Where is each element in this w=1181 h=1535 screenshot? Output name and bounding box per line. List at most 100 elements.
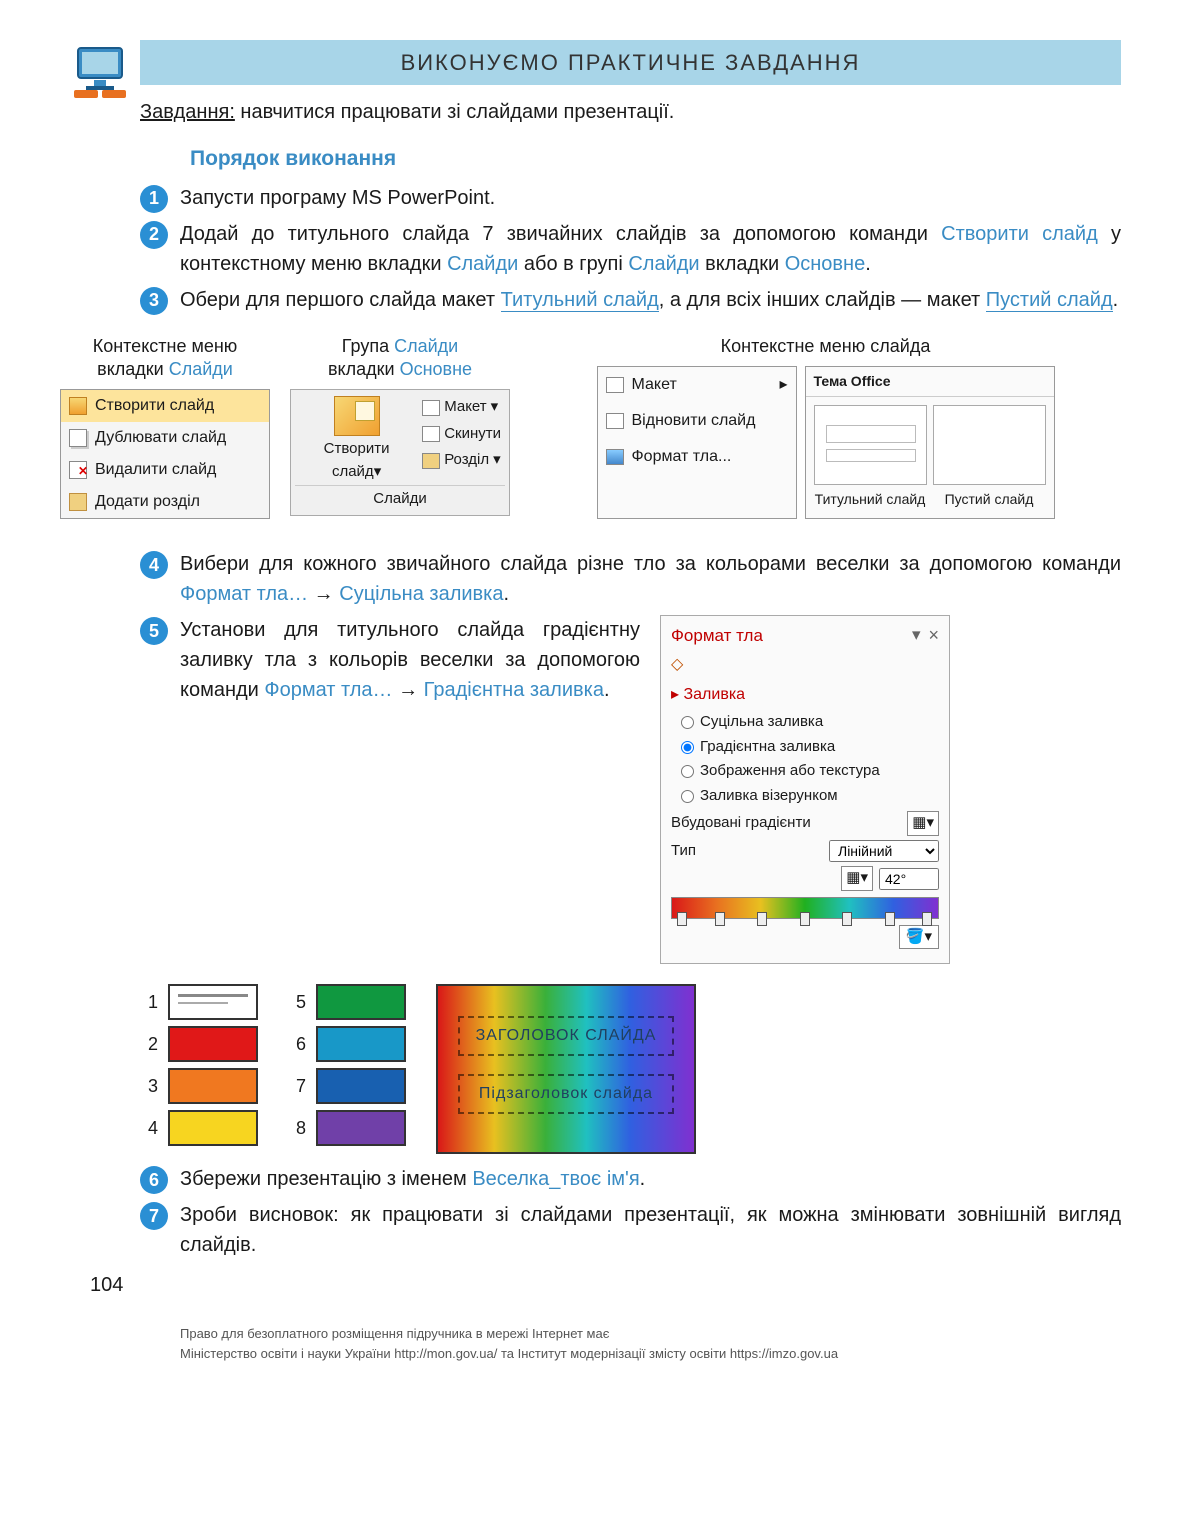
stop-color-button[interactable]: 🪣▾ (899, 925, 939, 950)
footer-line-2: Міністерство освіти і науки України http… (180, 1344, 1121, 1364)
type-select[interactable]: Лінійний (829, 840, 939, 862)
direction-icon[interactable]: ▦▾ (841, 866, 873, 891)
swatch-5 (316, 984, 406, 1020)
c2b: вкладки (328, 359, 400, 379)
caption-2: Група Слайди вкладки Основне (328, 335, 472, 382)
color-list-left: 1 2 3 4 (140, 984, 258, 1152)
ribbon-new-slide-button[interactable]: Створити слайд▾ (295, 394, 418, 485)
footer-line-1: Право для безоплатного розміщення підруч… (180, 1324, 1121, 1344)
new-slide-big-icon (334, 396, 380, 436)
duplicate-icon (69, 429, 87, 447)
grad-stop-6[interactable] (885, 912, 895, 926)
step-1: 1 Запусти програму MS PowerPoint. (140, 183, 1121, 213)
cm-del-label: Видалити слайд (95, 458, 216, 482)
ribbon-layout-button[interactable]: Макет ▾ (418, 394, 505, 421)
new-slide-icon (69, 397, 87, 415)
ribbon-reset-button[interactable]: Скинути (418, 421, 505, 448)
cm2-layout[interactable]: Макет ▸ (598, 367, 796, 403)
step-7: 7 Зроби висновок: як працювати зі слайда… (140, 1200, 1121, 1260)
ui-col-3: Контекстне меню слайда Макет ▸ Відновити… (530, 335, 1121, 519)
s6b: . (640, 1168, 646, 1190)
grad-stop-3[interactable] (757, 912, 767, 926)
n3: 3 (140, 1073, 158, 1100)
color-swatches-row: 1 2 3 4 5 6 7 8 ЗАГОЛОВОК СЛАЙДА Підзаго… (140, 984, 1121, 1154)
cm-duplicate-slide[interactable]: Дублювати слайд (61, 422, 269, 454)
grad-stop-5[interactable] (842, 912, 852, 926)
cm2-layout-label: Макет (632, 373, 677, 397)
s5c: . (604, 679, 610, 701)
angle-input[interactable] (879, 868, 939, 890)
swatch-row-1: 1 (140, 984, 258, 1020)
gradient-stops-bar[interactable] (671, 897, 939, 919)
dd1: ▾ (491, 396, 499, 419)
n7: 7 (288, 1073, 306, 1100)
s3c: . (1113, 289, 1119, 311)
gradient-type-row: Тип Лінійний (671, 840, 939, 863)
step-2: 2 Додай до титульного слайда 7 звичайних… (140, 219, 1121, 279)
close-icon[interactable]: × (928, 622, 939, 649)
section-icon2 (422, 453, 440, 469)
ribbon-section-button[interactable]: Розділ ▾ (418, 447, 505, 474)
caption-3: Контекстне меню слайда (721, 335, 931, 358)
grad-stop-7[interactable] (922, 912, 932, 926)
bullet-6: 6 (140, 1166, 168, 1194)
cm2-restore-label: Відновити слайд (632, 409, 756, 433)
link-format-bg-2: Формат тла… (264, 679, 392, 701)
thumb-title-label: Титульний слайд (814, 489, 927, 510)
thumb-title-slide[interactable]: Титульний слайд (814, 405, 927, 510)
layout-icon2 (606, 377, 624, 393)
format-bg-icon (606, 449, 624, 465)
bullet-3: 3 (140, 287, 168, 315)
n5: 5 (288, 989, 306, 1016)
fp-header: Формат тла ▾× (671, 622, 939, 649)
cm-add-section[interactable]: Додати розділ (61, 486, 269, 518)
preset-gradient-row: Вбудовані градієнти ▦▾ (671, 811, 939, 836)
s2a: Додай до титульного слайда 7 звичайних с… (180, 223, 941, 245)
cm2-restore[interactable]: Відновити слайд (598, 403, 796, 439)
pin-icon[interactable]: ▾ (912, 622, 921, 649)
step-5-text: Установи для титульного слайда градієнтн… (180, 615, 640, 705)
cm2-format-bg[interactable]: Формат тла... (598, 439, 796, 475)
preset-dropdown[interactable]: ▦▾ (907, 811, 939, 836)
caption-1: Контекстне меню вкладки Слайди (93, 335, 238, 382)
swatch-row-3: 3 (140, 1068, 258, 1104)
ribbon-slides-group: Створити слайд▾ Макет ▾ Скинути Розділ ▾… (290, 389, 510, 516)
link-solid-fill: Суцільна заливка (339, 583, 503, 605)
link-blank-slide: Пустий слайд (986, 289, 1113, 312)
c2l2: Основне (400, 359, 472, 379)
ribbon-group-label: Слайди (295, 485, 505, 511)
bullet-1: 1 (140, 185, 168, 213)
radio-solid-fill[interactable]: Суцільна заливка (681, 711, 939, 734)
swatch-row-2: 2 (140, 1026, 258, 1062)
fp-section-fill: ▸ Заливка (671, 683, 939, 707)
c1a: Контекстне меню (93, 336, 238, 356)
grad-stop-1[interactable] (677, 912, 687, 926)
cm-delete-slide[interactable]: ✕ Видалити слайд (61, 454, 269, 486)
swatch-7 (316, 1068, 406, 1104)
task-line: Завдання: навчитися працювати зі слайдам… (140, 97, 1121, 127)
slide-title-placeholder: ЗАГОЛОВОК СЛАЙДА (458, 1016, 674, 1056)
radio-gradient-fill[interactable]: Градієнтна заливка (681, 736, 939, 759)
step-6-text: Збережи презентацію з іменем Веселка_тво… (180, 1164, 1121, 1194)
s5arrow: → (393, 679, 424, 701)
color-list-right: 5 6 7 8 (288, 984, 406, 1152)
grad-stop-4[interactable] (800, 912, 810, 926)
step-7-text: Зроби висновок: як працювати зі слайдами… (180, 1200, 1121, 1260)
layout-icon (422, 400, 440, 416)
computer-icon (70, 40, 130, 100)
step-4-text: Вибери для кожного звичайного слайда різ… (180, 549, 1121, 609)
swatch-4 (168, 1110, 258, 1146)
cm-create-slide[interactable]: Створити слайд (61, 390, 269, 422)
opt-gradient: Градієнтна заливка (700, 736, 835, 759)
context-menu-tabs: Створити слайд Дублювати слайд ✕ Видалит… (60, 389, 270, 519)
cm-dup-label: Дублювати слайд (95, 426, 226, 450)
grad-stop-2[interactable] (715, 912, 725, 926)
opt-picture: Зображення або текстура (700, 760, 880, 783)
radio-picture-fill[interactable]: Зображення або текстура (681, 760, 939, 783)
radio-pattern-fill[interactable]: Заливка візерунком (681, 785, 939, 808)
thumb-blank-slide[interactable]: Пустий слайд (933, 405, 1046, 510)
n4: 4 (140, 1115, 158, 1142)
page-number: 104 (90, 1270, 1121, 1300)
dd2: ▾ (493, 449, 501, 472)
ui-col-2: Група Слайди вкладки Основне Створити сл… (290, 335, 510, 516)
